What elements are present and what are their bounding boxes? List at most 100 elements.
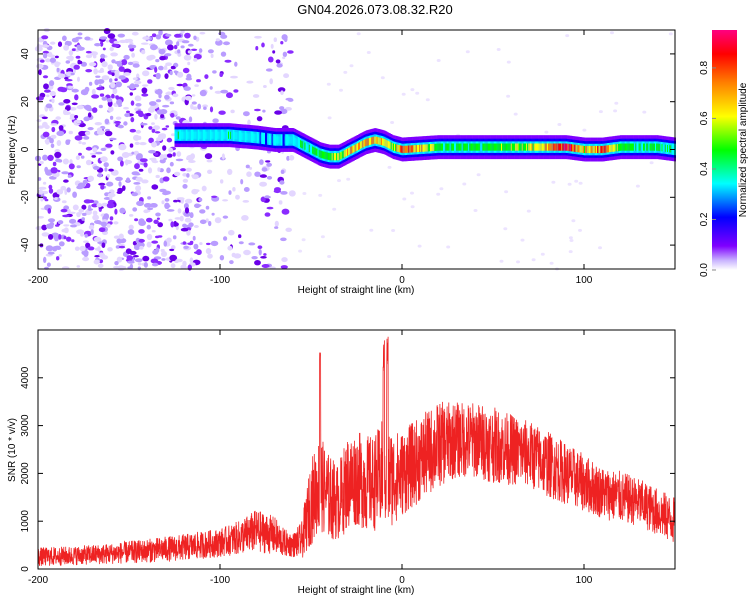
ridge-cell [188,131,191,139]
ridge-cell [435,143,437,151]
ridge-cell [204,131,206,139]
noise-speckle [93,68,98,75]
noise-speckle [116,238,123,244]
ridge-cell [479,143,481,151]
noise-speckle [123,54,130,60]
ridge-cell [482,143,484,151]
noise-speckle [84,131,91,136]
ridge-cell [181,131,183,139]
ridge-cell [387,140,389,148]
noise-speckle [94,43,101,47]
ridge-cell [484,143,486,151]
ridge-cell [415,145,418,153]
noise-speckle [69,107,77,111]
noise-speckle [57,86,65,92]
colorbar-tick-label: 0.6 [699,111,710,125]
ridge-cell [480,143,482,151]
noise-speckle [49,90,56,97]
ridge-cell [264,135,266,143]
ridge-cell [589,145,591,154]
noise-speckle [578,228,582,232]
ridge-cell [340,151,342,160]
noise-speckle [266,176,273,180]
noise-speckle [110,52,118,57]
noise-speckle [205,205,210,210]
noise-speckle [56,189,64,195]
noise-speckle [260,196,266,203]
ridge-cell [669,145,671,153]
ridge-cell [427,144,430,152]
noise-speckle [462,182,467,186]
noise-speckle [211,212,215,216]
ridge-cell [461,143,464,151]
ridge-cell [626,143,628,151]
ridge-cell [371,137,373,145]
noise-speckle [173,220,177,227]
noise-speckle [188,116,193,123]
noise-speckle [165,62,173,66]
ridge-cell [515,143,517,151]
noise-speckle [369,228,374,232]
noise-speckle [131,192,138,197]
noise-speckle [66,236,72,242]
ridge-cell [434,143,436,151]
ridge-cell [430,144,432,152]
ridge-cell [296,138,299,146]
noise-speckle [204,74,209,79]
noise-speckle [115,81,122,88]
noise-speckle [58,241,65,247]
noise-speckle [103,162,109,168]
noise-speckle [91,203,99,208]
noise-speckle [62,214,70,218]
noise-speckle [76,105,84,110]
ridge-cell [290,136,292,144]
noise-speckle [183,211,191,217]
noise-speckle [170,263,176,269]
noise-speckle [287,50,294,54]
ridge-cell [222,131,224,139]
ridge-cell [235,132,238,140]
noise-speckle [96,203,103,208]
noise-speckle [54,55,59,59]
noise-speckle [281,208,290,215]
ridge-cell [378,137,381,145]
noise-speckle [65,139,71,143]
noise-speckle [259,181,267,187]
noise-speckle [166,167,171,174]
noise-speckle [189,240,194,244]
noise-speckle [159,158,166,164]
ridge-cell [323,151,325,159]
noise-speckle [164,73,169,79]
ridge-cell [184,131,186,139]
noise-speckle [93,236,102,242]
ridge-cell [175,131,177,139]
noise-speckle [224,59,232,63]
noise-speckle [145,112,152,117]
noise-speckle [151,33,157,38]
noise-speckle [248,242,256,246]
noise-speckle [170,65,176,70]
noise-speckle [147,79,153,84]
ridge-cell [588,145,590,154]
ridge-cell [473,143,476,151]
ridge-cell [636,143,638,151]
ridge-cell [260,134,263,142]
noise-speckle [135,237,141,244]
noise-speckle [261,264,270,268]
ridge-cell [317,149,319,157]
noise-speckle [151,184,159,190]
ridge-cell [624,143,626,151]
noise-speckle [668,32,673,36]
noise-speckle [139,158,148,163]
noise-speckle [83,199,92,204]
ridge-cell [503,143,505,151]
noise-speckle [42,131,50,138]
noise-speckle [141,87,148,94]
ridge-cell [513,143,515,151]
ridge-cell [288,136,290,144]
noise-speckle [186,154,195,161]
ridge-cell [178,131,181,139]
noise-speckle [238,234,242,239]
ridge-cell [276,136,278,144]
